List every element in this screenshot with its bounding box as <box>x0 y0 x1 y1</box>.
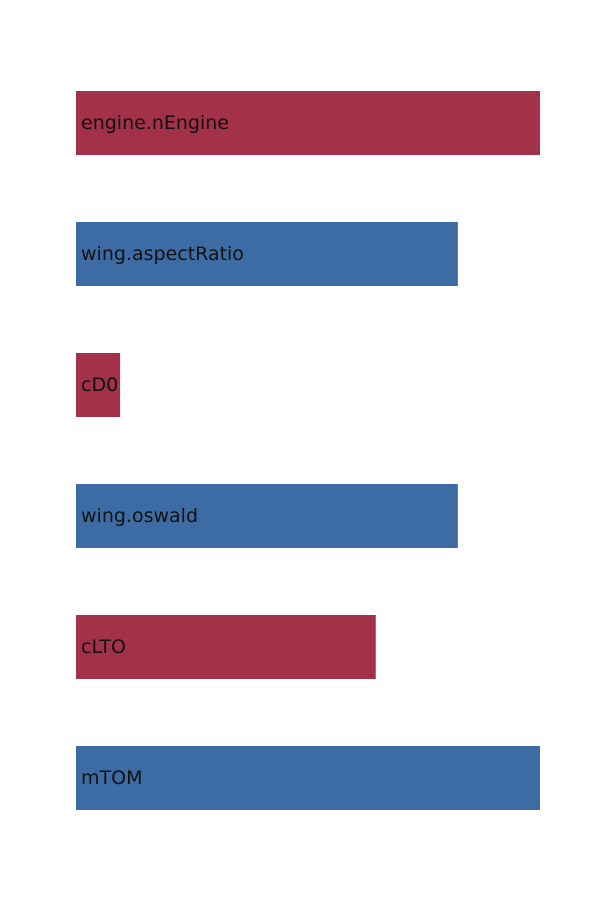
bar-4 <box>76 615 376 679</box>
bar-label-5: mTOM <box>81 767 142 789</box>
bar-1 <box>76 222 458 286</box>
bar-2 <box>76 353 121 417</box>
labels-layer: engine.nEngine wing.aspectRatio cD0 wing.os… <box>81 112 244 789</box>
bar-label-1: wing.aspectRatio <box>81 243 244 265</box>
bar-3 <box>76 484 458 548</box>
bar-5 <box>76 746 540 810</box>
bar-label-2: cD0 <box>81 374 118 396</box>
bars-layer <box>76 91 540 810</box>
bar-0 <box>76 91 540 155</box>
bar-label-4: cLTO <box>81 636 126 658</box>
bar-label-3: wing.oswald <box>81 505 198 527</box>
bar-label-0: engine.nEngine <box>81 112 229 134</box>
